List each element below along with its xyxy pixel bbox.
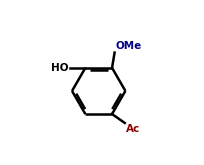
Text: OMe: OMe — [115, 41, 141, 51]
Text: Ac: Ac — [125, 124, 140, 134]
Text: HO: HO — [51, 63, 69, 73]
